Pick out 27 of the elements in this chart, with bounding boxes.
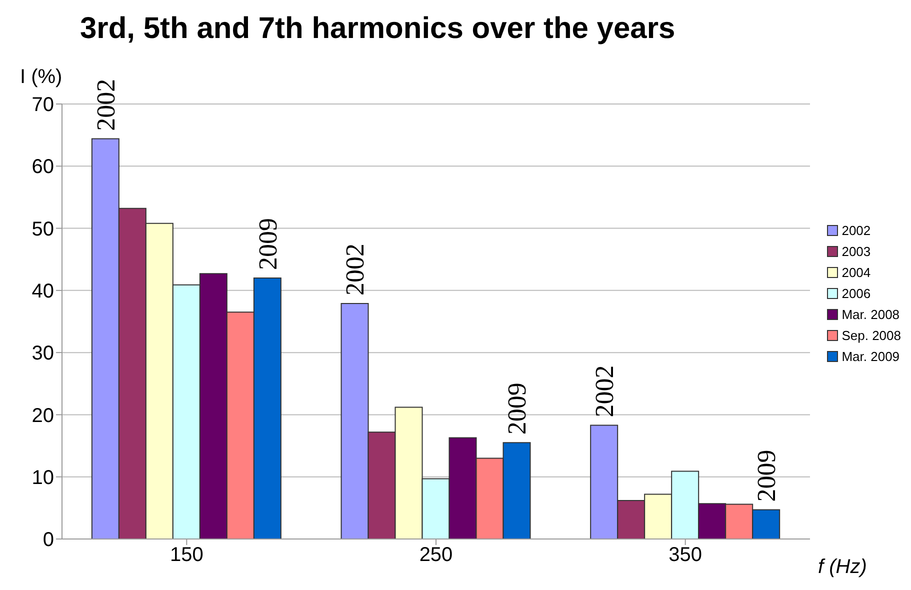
x-axis-title: f (Hz) [818, 556, 867, 579]
annotation: 2009 [752, 450, 782, 502]
x-tick-label: 150 [170, 544, 204, 566]
x-tick-label: 250 [419, 544, 453, 566]
annotation: 2002 [590, 365, 620, 418]
y-tick-label: 40 [32, 280, 54, 303]
y-tick-label: 70 [32, 94, 54, 116]
legend-label: 2006 [840, 285, 872, 303]
y-tick-label: 0 [42, 529, 54, 552]
legend-label: Mar. 2009 [840, 348, 901, 366]
y-axis-title: I (%) [20, 66, 62, 89]
legend-label: 2003 [840, 243, 872, 261]
y-tick-label: 30 [32, 342, 54, 365]
y-tick-label: 60 [32, 156, 54, 178]
annotation: 2002 [340, 243, 370, 296]
annotation: 2009 [253, 218, 282, 270]
y-tick-label: 10 [32, 466, 54, 489]
x-tick-label: 350 [668, 544, 702, 566]
y-tick-label: 20 [32, 404, 54, 427]
chart-title: 3rd, 5th and 7th harmonics over the years [80, 12, 676, 46]
y-tick-label: 50 [32, 218, 54, 240]
annotation: 2009 [502, 382, 532, 435]
legend-label: Sep. 2008 [840, 327, 901, 345]
legend-label: 2002 [840, 222, 872, 240]
legend-label: 2004 [840, 264, 872, 282]
annotation: 2002 [91, 78, 120, 131]
legend-label: Mar. 2008 [840, 306, 901, 324]
